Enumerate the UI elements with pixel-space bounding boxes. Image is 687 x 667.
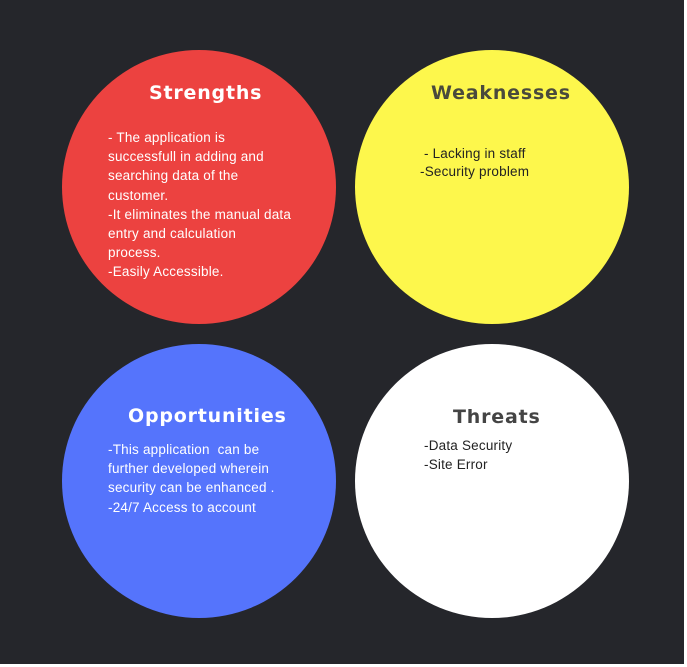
opportunities-title: Opportunities: [128, 405, 287, 427]
strengths-list: - The application is successfull in addi…: [108, 128, 291, 282]
threats-list: -Data Security -Site Error: [424, 436, 512, 474]
strengths-title: Strengths: [149, 82, 263, 104]
strengths-line: - The application is: [108, 130, 226, 145]
strengths-circle: [62, 50, 336, 324]
threats-line: -Data Security: [424, 438, 513, 453]
weaknesses-line: -Security problem: [420, 163, 530, 179]
strengths-line: customer.: [108, 187, 169, 203]
weaknesses-circle: [355, 50, 629, 324]
strengths-line: process.: [108, 245, 161, 261]
strengths-line: successfull in adding and: [108, 149, 264, 165]
threats-title: Threats: [453, 406, 541, 428]
strengths-line: entry and calculation: [108, 226, 237, 242]
weaknesses-line: - Lacking in staff: [420, 146, 526, 161]
opportunities-line: -24/7 Access to account: [108, 499, 256, 515]
weaknesses-title: Weaknesses: [431, 82, 571, 104]
strengths-line: searching data of the: [108, 168, 239, 184]
strengths-line: -Easily Accessible.: [108, 264, 224, 280]
threats-circle: [355, 344, 629, 618]
opportunities-line: further developed wherein: [108, 461, 270, 477]
opportunities-circle: [62, 344, 336, 618]
opportunities-line: -This application can be: [108, 442, 260, 457]
weaknesses-list: - Lacking in staff -Security problem: [420, 145, 529, 180]
opportunities-line: security can be enhanced .: [108, 480, 275, 496]
opportunities-list: -This application can be further develop…: [108, 440, 275, 517]
threats-line: -Site Error: [424, 457, 488, 473]
strengths-line: -It eliminates the manual data: [108, 206, 292, 222]
